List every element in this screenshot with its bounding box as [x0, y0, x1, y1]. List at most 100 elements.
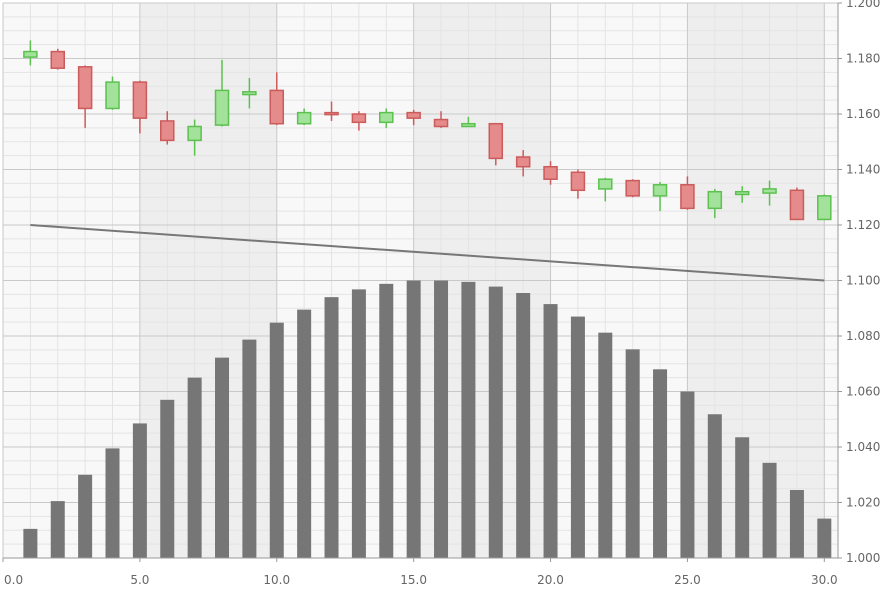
- bar: [23, 528, 38, 558]
- candle: [433, 111, 449, 128]
- bar: [625, 349, 640, 558]
- candle-body: [598, 178, 613, 190]
- candle-body: [515, 156, 531, 168]
- candle-body: [680, 184, 695, 210]
- candle-body: [379, 111, 394, 124]
- candle-body: [242, 91, 257, 96]
- candle: [50, 48, 66, 70]
- candle: [23, 40, 38, 66]
- candle: [762, 180, 777, 206]
- candle-body: [132, 81, 148, 119]
- y-axis-tick-labels: 1.000 1.020 1.040 1.060 1.080 1.100 1.120 1.140…: [838, 0, 880, 565]
- bar: [242, 339, 257, 558]
- candle: [488, 122, 504, 166]
- bar: [680, 391, 695, 558]
- candle: [734, 186, 750, 203]
- bar: [78, 474, 93, 558]
- bar: [351, 289, 366, 558]
- candle: [324, 101, 339, 121]
- bar-series: [23, 280, 832, 558]
- bar: [160, 399, 175, 558]
- y-tick-label: 1.020: [846, 496, 880, 510]
- candle-body: [570, 171, 586, 192]
- bar: [762, 462, 777, 558]
- bar: [488, 286, 503, 558]
- x-tick-label: 25.0: [674, 573, 701, 587]
- bar: [324, 297, 339, 558]
- bar: [817, 518, 832, 558]
- y-tick-label: 1.060: [846, 385, 880, 399]
- candle-body: [461, 122, 476, 128]
- bar: [598, 332, 613, 558]
- candle-body: [789, 189, 805, 221]
- bar: [406, 280, 421, 558]
- bar: [215, 357, 230, 558]
- candle-body: [77, 66, 93, 110]
- bar: [516, 292, 531, 558]
- candle-body: [351, 113, 367, 124]
- candle-body: [707, 190, 723, 210]
- candle: [570, 169, 586, 199]
- bar: [434, 280, 449, 558]
- bar: [707, 414, 722, 558]
- y-tick-label: 1.180: [846, 52, 880, 66]
- bar: [789, 490, 804, 558]
- candle-body: [488, 122, 504, 160]
- candle-body: [214, 89, 230, 126]
- bar: [105, 448, 120, 558]
- candle: [789, 187, 805, 221]
- candle: [406, 109, 421, 126]
- candle: [652, 181, 668, 212]
- bar: [132, 423, 147, 558]
- candle: [160, 111, 175, 145]
- bar: [269, 322, 284, 558]
- candle-body: [762, 188, 777, 194]
- candle-body: [105, 81, 120, 110]
- candle-body: [625, 179, 640, 197]
- bar: [735, 437, 750, 558]
- y-tick-label: 1.140: [846, 163, 880, 177]
- candle-body: [406, 111, 421, 119]
- candle-series: [23, 40, 832, 221]
- candle: [598, 177, 613, 202]
- x-tick-label: 20.0: [537, 573, 564, 587]
- y-tick-label: 1.080: [846, 329, 880, 343]
- candle-body: [269, 89, 285, 125]
- candle-body: [160, 120, 175, 142]
- candle: [817, 194, 832, 221]
- candle-body: [23, 50, 38, 58]
- candle: [132, 80, 148, 134]
- bar: [50, 501, 65, 558]
- candle: [625, 179, 640, 198]
- candle: [379, 108, 394, 128]
- trend-line: [30, 224, 825, 282]
- bar: [187, 377, 202, 558]
- candle-body: [296, 111, 312, 125]
- bar: [379, 283, 394, 558]
- candle-body: [50, 50, 66, 69]
- candle: [77, 65, 93, 128]
- x-tick-label: 5.0: [130, 573, 149, 587]
- candle: [351, 111, 367, 131]
- bar: [543, 304, 558, 558]
- candle: [296, 108, 312, 126]
- y-tick-label: 1.160: [846, 107, 880, 121]
- candle: [543, 161, 558, 185]
- candle: [187, 119, 202, 156]
- y-tick-label: 1.200: [846, 0, 880, 10]
- y-tick-label: 1.040: [846, 440, 880, 454]
- candle: [214, 59, 230, 127]
- y-tick-label: 1.000: [846, 551, 880, 565]
- x-tick-label: 0.0: [4, 573, 23, 587]
- candle-body: [433, 118, 449, 128]
- x-tick-label: 15.0: [400, 573, 427, 587]
- y-tick-label: 1.120: [846, 218, 880, 232]
- bar: [461, 281, 476, 558]
- candle-body: [734, 190, 750, 196]
- candle: [242, 77, 257, 109]
- bar: [570, 316, 585, 558]
- x-axis-tick-labels: 0.0 5.0 10.0 15.0 20.0 25.0 30.0: [2, 558, 838, 587]
- candle: [269, 72, 285, 126]
- y-tick-label: 1.100: [846, 274, 880, 288]
